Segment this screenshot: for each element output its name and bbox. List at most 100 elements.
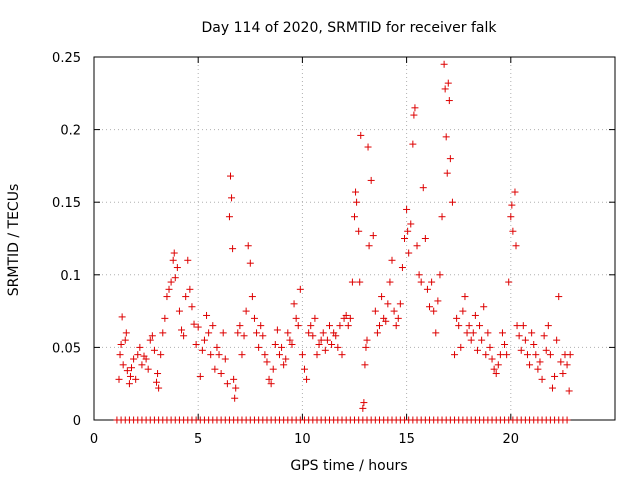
data-point — [171, 274, 179, 282]
data-point — [430, 307, 438, 315]
data-point — [436, 271, 444, 279]
data-point — [219, 329, 227, 337]
data-point — [227, 172, 235, 180]
data-point — [357, 131, 365, 139]
data-point — [442, 133, 450, 141]
data-point — [229, 245, 237, 253]
data-point — [443, 169, 451, 177]
data-point — [505, 278, 513, 286]
y-tick-labels: 0 0.05 0.1 0.15 0.2 0.25 — [52, 51, 81, 429]
data-point — [373, 329, 381, 337]
data-point — [511, 188, 519, 196]
data-point — [364, 143, 372, 151]
data-point — [267, 380, 275, 388]
data-point — [148, 332, 156, 340]
data-point — [221, 355, 229, 363]
data-point — [169, 256, 177, 264]
data-point — [346, 314, 354, 322]
data-point — [117, 340, 125, 348]
data-point — [409, 140, 417, 148]
data-point — [352, 188, 360, 196]
data-point — [534, 365, 542, 373]
data-point — [496, 351, 504, 359]
data-point — [546, 351, 554, 359]
data-point — [542, 346, 550, 354]
data-point — [530, 340, 538, 348]
data-point — [488, 355, 496, 363]
data-point — [121, 336, 129, 344]
data-point — [228, 194, 236, 202]
data-point — [513, 322, 521, 330]
data-point — [246, 259, 254, 267]
data-point — [401, 235, 409, 242]
data-point — [566, 351, 574, 359]
data-point — [188, 303, 196, 311]
data-point — [473, 346, 481, 354]
data-point — [192, 340, 200, 348]
data-point — [334, 343, 342, 351]
data-point — [563, 416, 571, 424]
data-point — [146, 336, 154, 344]
data-point — [180, 332, 188, 340]
data-point — [223, 380, 231, 388]
data-point — [555, 293, 563, 301]
y-tick-label: 0.2 — [60, 124, 81, 139]
data-point — [484, 329, 492, 337]
y-tick-label: 0.1 — [60, 269, 81, 284]
data-point — [294, 322, 302, 330]
data-point — [205, 329, 213, 337]
data-point — [150, 346, 158, 354]
data-point — [217, 370, 225, 378]
data-point — [361, 361, 369, 369]
data-point — [265, 375, 273, 383]
data-point — [457, 343, 465, 351]
data-point — [365, 242, 373, 250]
data-point — [557, 358, 565, 366]
data-point — [461, 293, 469, 301]
data-point — [515, 332, 523, 340]
data-point — [128, 364, 136, 372]
data-point — [232, 384, 240, 392]
data-point — [482, 351, 490, 359]
data-point — [453, 314, 461, 322]
data-point — [476, 322, 484, 330]
data-point — [396, 300, 404, 308]
data-point — [521, 336, 529, 344]
data-point — [507, 213, 515, 221]
data-point — [182, 293, 190, 301]
data-point — [225, 213, 233, 221]
data-point — [419, 184, 427, 192]
data-point — [155, 384, 163, 392]
data-point — [445, 97, 453, 105]
data-point — [303, 375, 311, 383]
data-point — [440, 60, 448, 68]
data-point — [508, 201, 516, 209]
data-point — [142, 355, 150, 363]
data-point — [292, 314, 300, 322]
data-point — [231, 394, 239, 402]
x-tick-label: 0 — [90, 432, 98, 447]
data-point — [565, 387, 573, 395]
data-point — [240, 332, 248, 340]
data-point — [261, 351, 269, 359]
data-point — [190, 320, 198, 328]
data-point — [153, 378, 161, 386]
data-point — [494, 361, 502, 369]
x-axis-label: GPS time / hours — [290, 458, 407, 474]
data-point — [398, 264, 406, 272]
data-point — [411, 104, 419, 112]
data-point — [271, 340, 279, 348]
data-point — [421, 235, 429, 242]
data-point — [446, 155, 454, 163]
data-point — [519, 322, 527, 330]
data-point — [315, 340, 323, 348]
data-point — [144, 365, 152, 373]
data-point — [234, 329, 242, 337]
data-point — [355, 227, 363, 235]
data-point — [288, 340, 296, 348]
data-point — [523, 351, 531, 359]
data-point — [209, 322, 217, 330]
data-point — [263, 358, 271, 366]
data-point — [548, 384, 556, 392]
data-point — [313, 351, 321, 359]
